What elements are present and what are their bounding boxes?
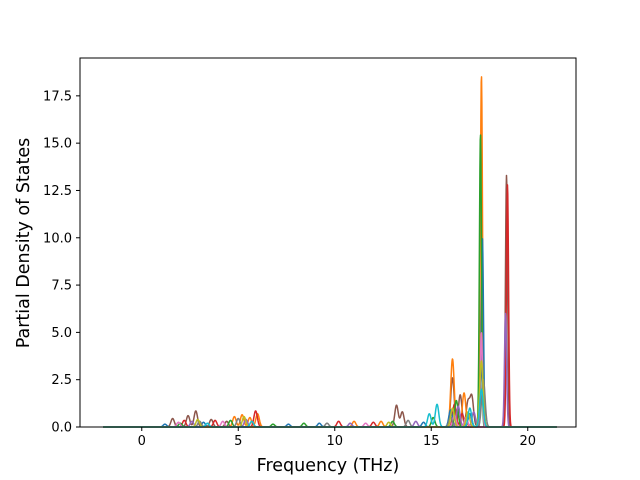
x-tick-label: 0 bbox=[138, 434, 146, 449]
x-ticks: 0 5 10 15 20 bbox=[138, 427, 536, 449]
y-tick-label: 15.0 bbox=[43, 137, 72, 152]
y-axis-title: Partial Density of States bbox=[14, 138, 34, 349]
x-tick-label: 10 bbox=[326, 434, 343, 449]
y-ticks: 0.0 2.5 5.0 7.5 10.0 12.5 15.0 17.5 bbox=[43, 89, 80, 436]
plot-frame bbox=[79, 57, 577, 428]
x-tick-label: 20 bbox=[519, 434, 536, 449]
y-tick-label: 0.0 bbox=[51, 421, 72, 436]
y-tick-label: 2.5 bbox=[51, 373, 72, 388]
x-tick-label: 5 bbox=[234, 434, 242, 449]
y-tick-label: 12.5 bbox=[43, 184, 72, 199]
x-tick-label: 15 bbox=[423, 434, 440, 449]
y-tick-label: 7.5 bbox=[51, 279, 72, 294]
y-tick-label: 10.0 bbox=[43, 231, 72, 246]
x-axis-title: Frequency (THz) bbox=[257, 456, 400, 476]
y-tick-label: 5.0 bbox=[51, 326, 72, 341]
y-tick-label: 17.5 bbox=[43, 89, 72, 104]
